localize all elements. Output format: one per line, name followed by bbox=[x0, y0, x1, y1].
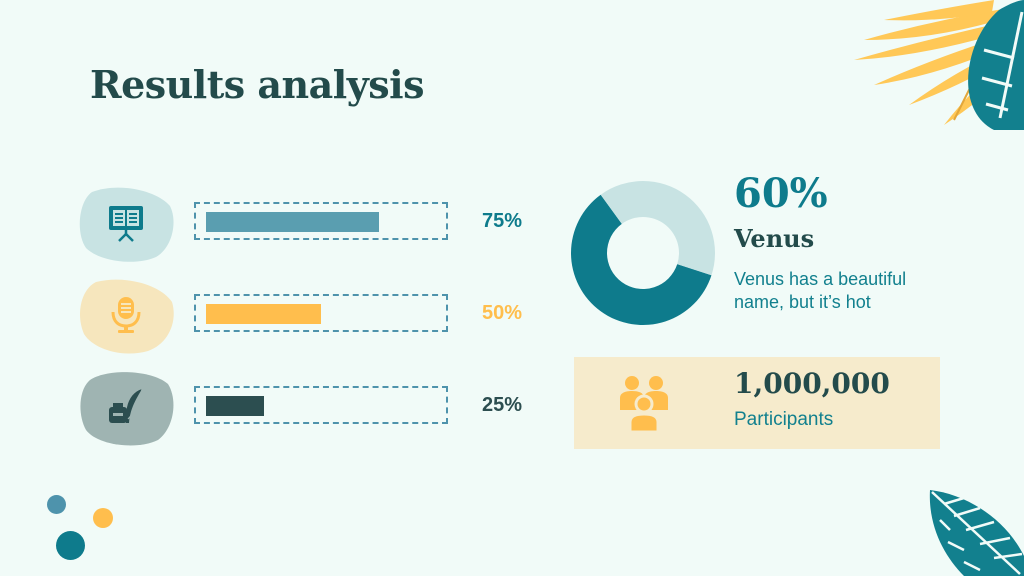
bar-label-1: 75% bbox=[482, 210, 523, 232]
bar-label-3: 25% bbox=[482, 394, 523, 416]
bar-track-2 bbox=[194, 294, 448, 332]
decor-dot-2 bbox=[93, 508, 113, 528]
microphone-icon bbox=[111, 297, 141, 333]
bar-row-2: 50% bbox=[78, 278, 538, 356]
bar-row-1: 75% bbox=[78, 186, 538, 264]
donut-slice-2 bbox=[600, 181, 715, 276]
bar-label-2: 50% bbox=[482, 302, 523, 324]
decor-dot-1 bbox=[47, 495, 66, 514]
donut-chart bbox=[571, 181, 715, 325]
decor-dot-3 bbox=[56, 531, 85, 560]
ink-quill-icon bbox=[109, 388, 143, 423]
bar-row-3: 25% bbox=[78, 370, 538, 448]
donut-slice-1 bbox=[571, 194, 712, 325]
donut-percentage: 60% bbox=[734, 170, 828, 217]
bar-fill-3 bbox=[206, 396, 264, 416]
icon-blob-2 bbox=[78, 278, 176, 354]
donut-title: Venus bbox=[734, 224, 815, 253]
stat-value: 1,000,000 bbox=[734, 367, 890, 400]
monstera-leaf-icon bbox=[929, 490, 1024, 576]
icon-blob-3 bbox=[78, 370, 176, 446]
stat-caption: Participants bbox=[734, 409, 834, 430]
bar-track-3 bbox=[194, 386, 448, 424]
donut-description: Venus has a beautiful name, but it’s hot bbox=[734, 269, 907, 312]
page-title: Results analysis bbox=[90, 62, 425, 107]
people-group-icon bbox=[620, 376, 668, 432]
palm-leaf-icon bbox=[854, 0, 1024, 130]
stat-panel: 1,000,000 Participants bbox=[574, 357, 940, 449]
book-presentation-icon bbox=[109, 206, 143, 242]
icon-blob-1 bbox=[78, 186, 176, 262]
bar-track-1 bbox=[194, 202, 448, 240]
bar-fill-2 bbox=[206, 304, 321, 324]
bar-fill-1 bbox=[206, 212, 379, 232]
